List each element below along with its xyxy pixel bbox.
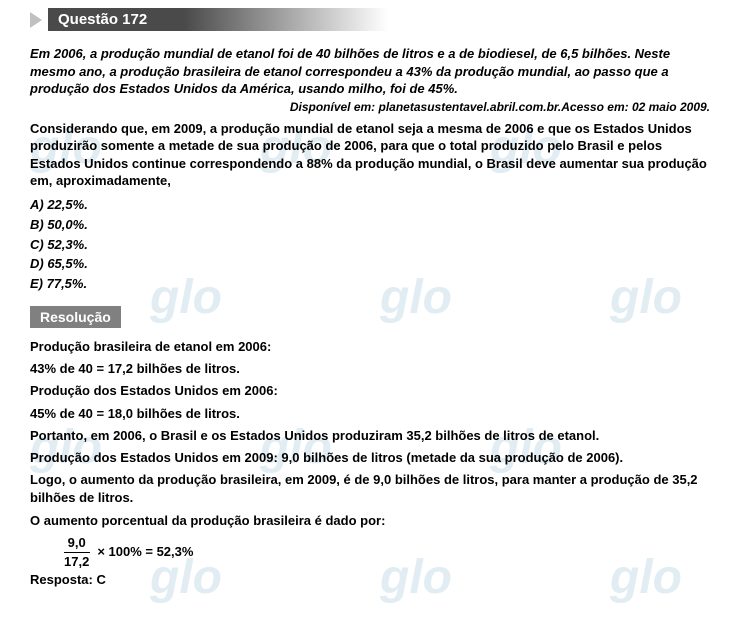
question-title: Questão 172 (48, 8, 388, 31)
alternative-d: D) 65,5%. (30, 255, 710, 274)
resolution-line: Produção brasileira de etanol em 2006: (30, 338, 710, 356)
alternative-b: B) 50,0%. (30, 216, 710, 235)
resolution-line: O aumento porcentual da produção brasile… (30, 512, 710, 530)
resolution-calc: 45% de 40 = 18,0 bilhões de litros. (30, 405, 710, 423)
resolution-body: Produção brasileira de etanol em 2006: 4… (30, 338, 710, 589)
resolution-line: Produção dos Estados Unidos em 2006: (30, 382, 710, 400)
fraction-denominator: 17,2 (60, 553, 93, 571)
resolution-fraction: 9,0 17,2 × 100% = 52,3% (60, 534, 710, 571)
fraction-tail: × 100% = 52,3% (97, 543, 193, 561)
alternative-c: C) 52,3%. (30, 236, 710, 255)
question-header: Questão 172 (30, 8, 710, 31)
resolution-answer: Resposta: C (30, 571, 710, 589)
question-citation: Disponível em: planetasustentavel.abril.… (30, 100, 710, 114)
resolution-line: Logo, o aumento da produção brasileira, … (30, 471, 710, 507)
alternatives-list: A) 22,5%. B) 50,0%. C) 52,3%. D) 65,5%. … (30, 196, 710, 294)
resolution-title: Resolução (30, 306, 121, 328)
resolution-calc: 43% de 40 = 17,2 bilhões de litros. (30, 360, 710, 378)
alternative-a: A) 22,5%. (30, 196, 710, 215)
alternative-e: E) 77,5%. (30, 275, 710, 294)
fraction-numerator: 9,0 (64, 534, 90, 553)
play-icon (30, 12, 42, 28)
question-body: Considerando que, em 2009, a produção mu… (30, 120, 710, 190)
resolution-line: Produção dos Estados Unidos em 2009: 9,0… (30, 449, 710, 467)
question-statement: Em 2006, a produção mundial de etanol fo… (30, 45, 710, 98)
resolution-line: Portanto, em 2006, o Brasil e os Estados… (30, 427, 710, 445)
